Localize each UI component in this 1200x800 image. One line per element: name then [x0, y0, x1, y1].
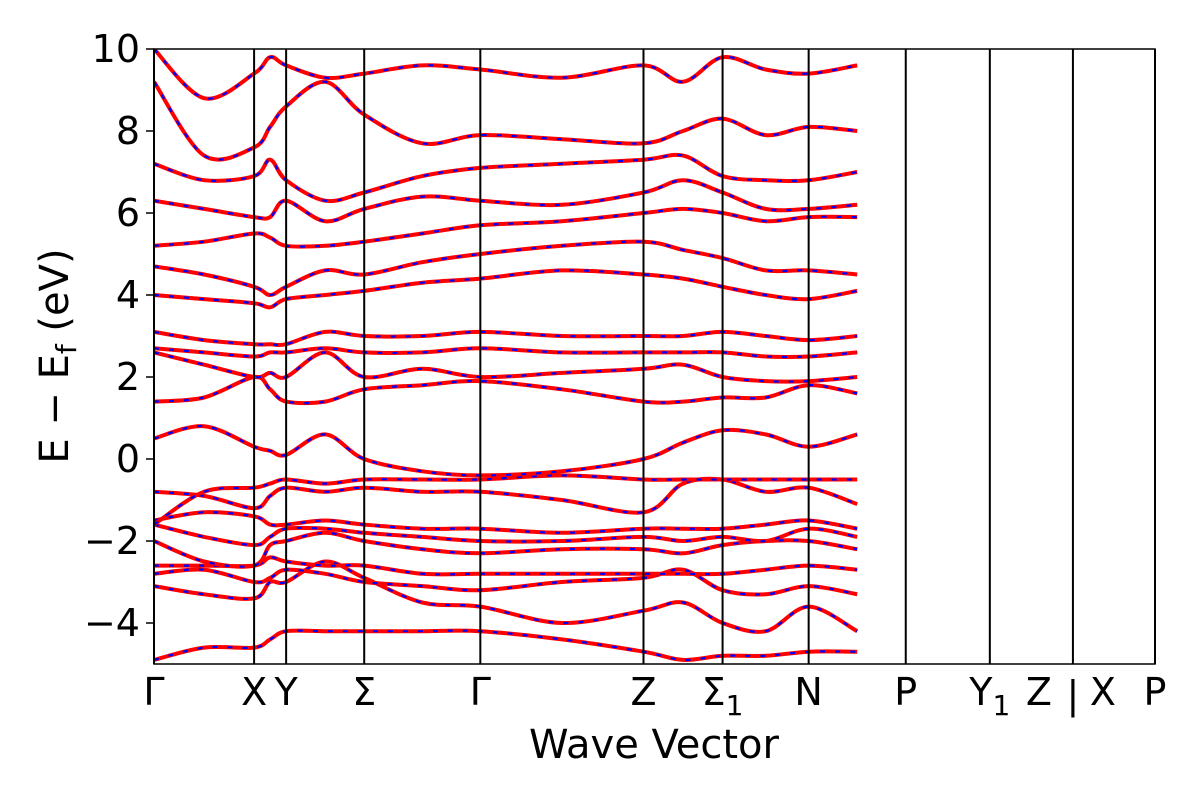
band-line-6-dashed	[154, 523, 858, 547]
y-tick-label-4: 4	[116, 273, 140, 317]
kpoint-label-2: X	[241, 670, 267, 714]
kpoint-label-7: Σ1	[702, 670, 744, 722]
path-break-mark: |	[1067, 673, 1080, 718]
band-line-5-dashed	[154, 531, 858, 568]
kpoint-label-13: P	[1144, 670, 1167, 714]
y-axis-title-main: E − E	[32, 354, 78, 464]
band-line-2-dashed	[154, 560, 858, 633]
x-ticks: Γ X Y Σ Γ Z Σ1 N P Y1 Z X P|	[143, 670, 1166, 722]
band-line-10-dashed	[154, 425, 858, 477]
band-line-17	[154, 206, 858, 249]
band-line-20	[154, 79, 858, 162]
band-line-10	[154, 424, 858, 478]
band-line-14	[154, 329, 858, 348]
band-line-3-dashed	[154, 568, 858, 596]
band-line-21-dashed	[154, 49, 858, 100]
y-tick-label--4: −4	[84, 601, 140, 645]
kpoint-label-10: Y1	[968, 670, 1010, 722]
band-line-12-dashed	[154, 351, 858, 383]
band-line-21	[154, 49, 858, 101]
band-line-1-dashed	[154, 629, 858, 662]
band-line-16	[154, 239, 858, 297]
y-tick-label-10: 10	[92, 27, 140, 71]
band-line-5	[154, 530, 858, 569]
kpoint-label-12: X	[1090, 670, 1116, 714]
band-line-16-dashed	[154, 240, 858, 297]
y-tick-label-0: 0	[116, 437, 140, 481]
y-tick-label--2: −2	[84, 519, 140, 563]
y-axis-title-tail: (eV)	[32, 248, 78, 344]
kpoint-label-4: Σ	[352, 670, 376, 714]
band-line-1	[154, 628, 858, 662]
plot-frame	[153, 48, 1156, 665]
y-ticks: 10 8 6 4 2 0 −2 −4	[84, 27, 154, 645]
y-tick-label-8: 8	[116, 109, 140, 153]
band-line-11-dashed	[154, 375, 858, 405]
kpoint-label-8: N	[794, 670, 822, 714]
y-tick-label-2: 2	[116, 355, 140, 399]
band-line-19	[154, 152, 858, 204]
y-axis-title: E − Ef (eV)	[32, 248, 83, 463]
band-line-13-dashed	[154, 347, 858, 359]
kpoint-label-6: Z	[630, 670, 656, 714]
band-line-9-dashed	[154, 474, 858, 526]
kpoint-label-3: Y	[274, 670, 299, 714]
kpoint-label-1: Γ	[143, 670, 164, 714]
band-lines	[154, 49, 859, 662]
kpoint-label-11: Z	[1026, 670, 1052, 714]
band-line-15	[154, 268, 858, 310]
band-line-8	[154, 476, 858, 515]
band-line-7	[154, 510, 858, 535]
band-line-4	[154, 555, 858, 577]
y-axis-title-sub: f	[50, 343, 83, 354]
kpoint-label-9: P	[894, 670, 917, 714]
kpoint-label-5: Γ	[470, 670, 491, 714]
x-axis-title: Wave Vector	[529, 722, 780, 768]
y-tick-label-6: 6	[116, 191, 140, 235]
band-line-20-dashed	[154, 80, 858, 161]
band-line-18	[154, 178, 858, 224]
band-line-17-dashed	[154, 207, 858, 248]
